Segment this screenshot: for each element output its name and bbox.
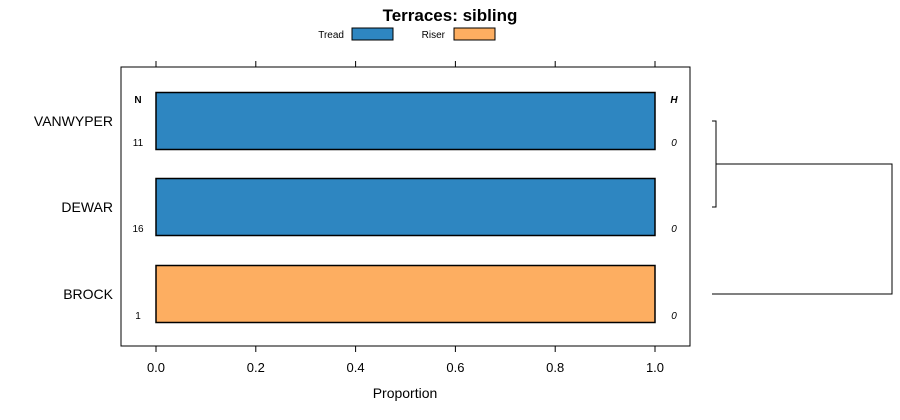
n-value: 16 [132, 224, 144, 235]
bar-tread-vanwyper [155, 91, 656, 151]
n-value: 1 [135, 311, 141, 322]
category-label: VANWYPER [34, 113, 113, 129]
plot-frame [120, 66, 691, 347]
h-value: 0 [671, 138, 677, 149]
legend-label: Riser [422, 30, 446, 41]
n-value: 11 [133, 138, 144, 149]
bars [155, 91, 656, 324]
bar-riser-brock [155, 264, 656, 324]
x-tick-label: 0.2 [247, 360, 265, 375]
x-tick-label: 0.0 [147, 360, 165, 375]
x-tick-label: 0.6 [446, 360, 464, 375]
legend: Tread Riser [318, 27, 496, 41]
x-axis-label: Proportion [373, 385, 438, 401]
bar-tread-dewar [155, 177, 656, 237]
category-labels: VANWYPER DEWAR BROCK [34, 113, 114, 302]
dendrogram-lines [712, 120, 893, 295]
legend-swatch [453, 27, 496, 41]
axis-ticks: 0.0 0.2 0.4 0.6 0.8 1.0 [147, 61, 664, 375]
dendrogram [712, 120, 893, 295]
h-value: 0 [671, 224, 677, 235]
x-tick-label: 0.4 [347, 360, 365, 375]
side-columns: N H 11 0 16 0 1 0 [132, 95, 678, 322]
h-value: 0 [671, 311, 677, 322]
x-tick-label: 1.0 [646, 360, 664, 375]
category-label: BROCK [63, 286, 113, 302]
x-tick-label: 0.8 [546, 360, 564, 375]
n-header: N [134, 95, 141, 106]
legend-swatch [351, 27, 394, 41]
legend-label: Tread [318, 30, 344, 41]
chart-title: Terraces: sibling [383, 6, 518, 25]
h-header: H [670, 95, 678, 106]
category-label: DEWAR [61, 199, 113, 215]
